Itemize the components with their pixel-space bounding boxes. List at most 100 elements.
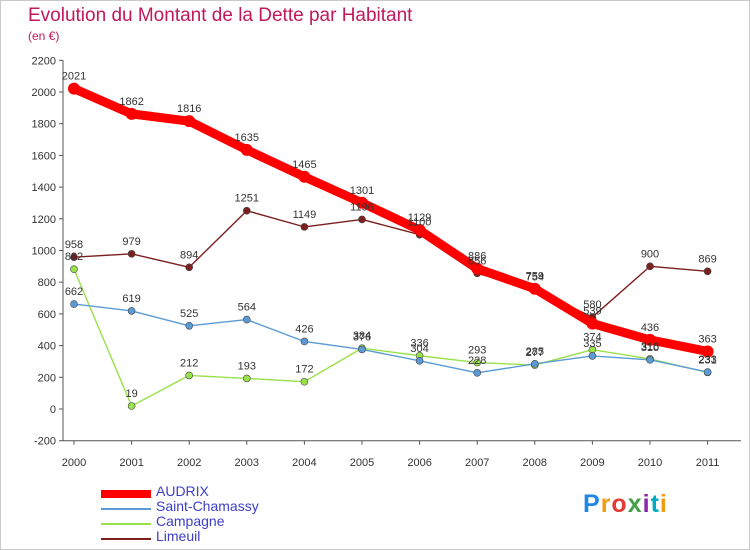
data-point [471,262,484,275]
legend-swatch [101,508,151,510]
data-label: 233 [698,354,716,366]
legend-label: Saint-Chamassy [156,498,259,514]
data-point [125,107,138,120]
x-tick-label: 2011 [696,457,720,469]
data-label: 539 [583,306,601,318]
series-line-limeuil [73,210,709,318]
data-point [588,352,597,360]
data-point [644,333,656,346]
data-point [70,253,78,261]
data-label: 310 [641,342,659,354]
logo-letter: r [600,490,612,518]
x-tick-label: 2010 [638,457,662,469]
y-tick-label: 1600 [32,150,56,162]
x-tick-label: 2000 [62,457,86,469]
data-label: 384 [353,330,371,342]
data-point [127,402,136,410]
data-label: 619 [122,293,140,305]
data-point [300,377,309,386]
proxiti-logo: Proxiti [583,490,668,519]
data-point [127,250,136,258]
data-point [240,143,253,156]
data-point [300,223,309,231]
data-point [415,357,424,365]
data-point [243,315,251,324]
x-tick-label: 2005 [350,457,374,469]
data-point [356,196,368,209]
data-point [300,337,309,346]
y-tick-label: 2200 [32,55,56,67]
logo-letter: i [642,490,651,518]
y-tick-label: 200 [38,372,56,384]
y-tick-label: 2000 [32,87,56,99]
data-label: 1465 [292,159,316,171]
y-tick-label: 600 [38,309,56,321]
data-label: 882 [65,251,83,263]
legend-swatch [101,538,151,540]
data-point [473,358,482,367]
data-label: 1149 [293,209,317,221]
y-tick-label: 400 [38,341,56,353]
x-tick-label: 2004 [292,457,316,469]
y-tick-label: 0 [50,404,56,416]
data-label: 277 [526,347,544,359]
y-tick-label: 1400 [32,182,56,194]
data-point [243,374,251,383]
data-label: 231 [698,354,716,366]
legend-swatch [101,523,151,525]
data-label: 754 [526,271,544,283]
x-tick-label: 2007 [465,457,489,469]
data-point [646,262,654,271]
data-point [185,321,193,330]
legend-label: AUDRIX [156,483,209,499]
data-point [358,345,366,354]
data-label: 886 [468,251,486,263]
data-label: 304 [410,343,428,355]
chart-subtitle: (en €) [28,29,60,43]
data-label: 1100 [408,217,432,229]
data-label: 228 [468,355,486,367]
x-tick-label: 2009 [580,457,604,469]
x-tick-label: 2001 [119,457,143,469]
data-point [185,371,193,380]
data-label: 335 [583,338,601,350]
data-label: 212 [180,357,198,369]
series-line-audrix [69,84,713,356]
data-point [701,345,714,358]
data-label: 564 [238,302,256,314]
data-label: 316 [641,341,659,353]
data-label: 580 [583,299,601,311]
x-tick-label: 2003 [235,457,259,469]
logo-letter: o [611,490,628,518]
data-point [528,282,541,295]
logo-letter: x [627,490,643,518]
data-point [183,115,196,128]
data-label: 869 [698,253,716,265]
data-point [68,82,80,95]
data-label: 1129 [408,212,432,224]
data-point [70,300,78,308]
data-label: 376 [353,331,371,343]
data-point [473,369,482,377]
y-tick-label: 1200 [32,214,56,226]
data-label: 426 [295,323,313,335]
data-point [646,356,654,364]
x-tick-label: 2002 [177,457,201,469]
logo-letter: P [583,490,601,518]
data-label: 436 [641,322,659,334]
data-point [530,360,539,368]
data-point [243,206,251,215]
data-label: 662 [65,286,83,298]
data-label: 2021 [62,71,86,83]
chart-title: Evolution du Montant de la Dette par Hab… [28,5,413,26]
x-tick-label: 2008 [523,457,547,469]
logo-letter: t [650,490,660,518]
data-label: 759 [526,271,544,283]
data-point [703,368,712,376]
data-point [127,307,136,315]
data-label: 19 [125,388,137,400]
y-tick-label: -200 [34,436,56,448]
data-point [185,263,193,272]
